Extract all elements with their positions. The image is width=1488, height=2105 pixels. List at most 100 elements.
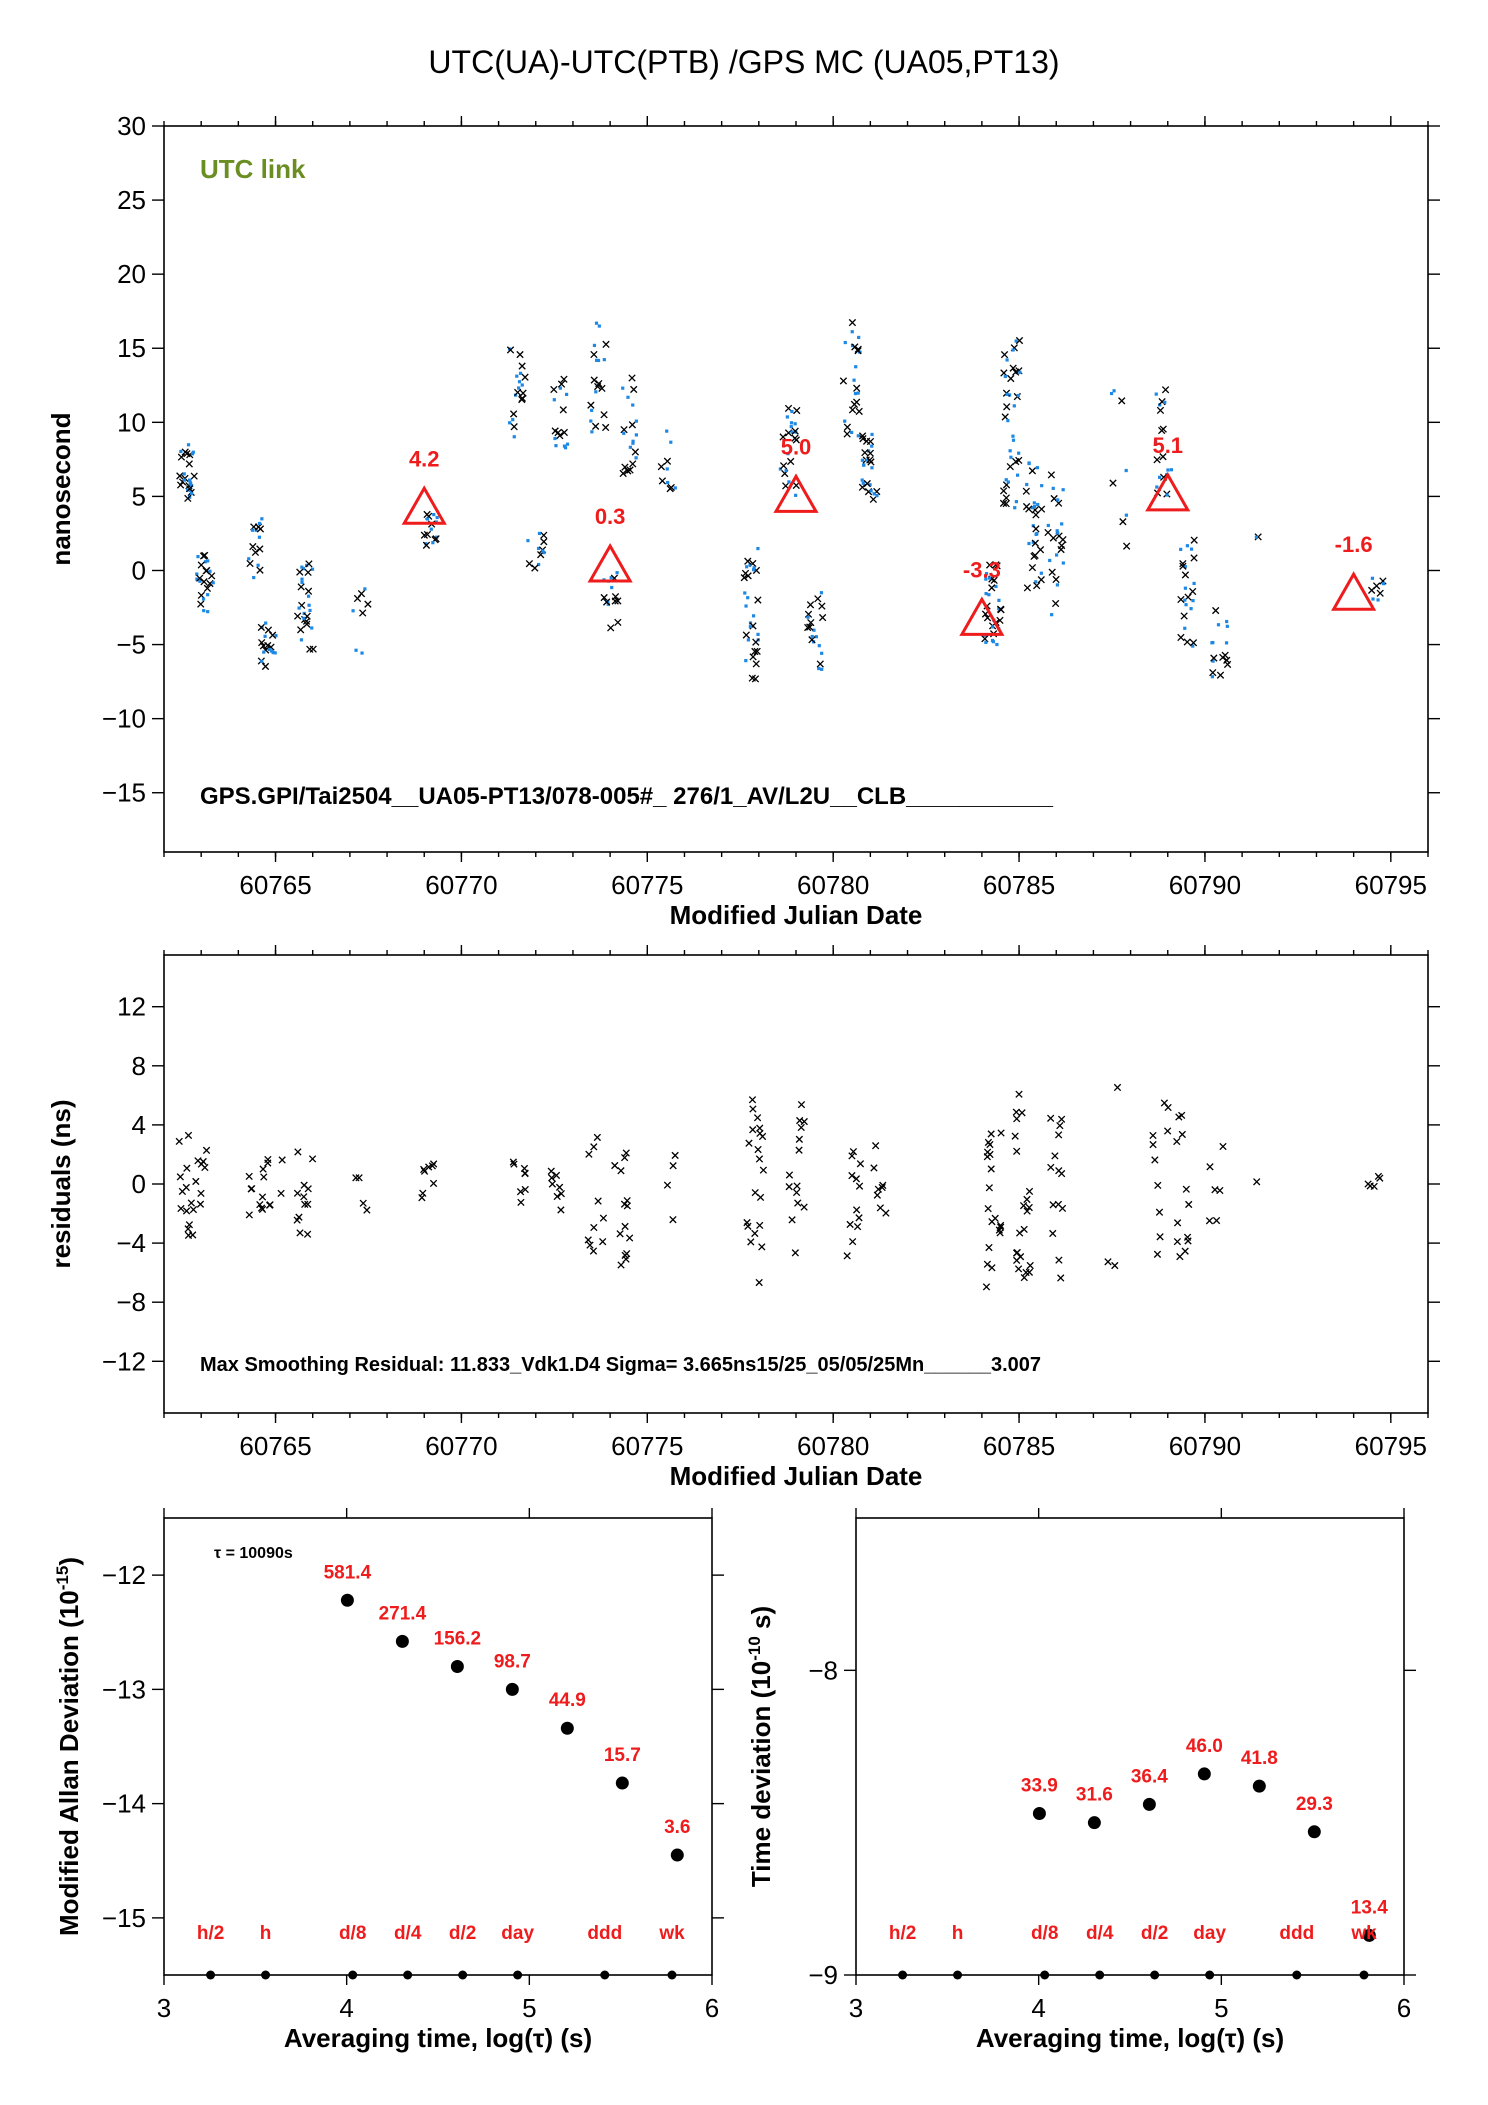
main-point-cross [1181, 571, 1190, 579]
main-point-dot [1155, 485, 1159, 489]
residual-point [548, 1180, 557, 1188]
residual-point [756, 1221, 764, 1230]
main-point-cross [866, 437, 875, 446]
tdev-x-axis-title: Averaging time, log(τ) (s) [976, 2023, 1284, 2053]
main-point-cross [787, 457, 795, 466]
tdev-tau-marker [1095, 1970, 1105, 1980]
residual-point [552, 1171, 561, 1180]
residual-point [747, 1238, 755, 1246]
residual-point [848, 1171, 856, 1180]
main-point-dot [861, 481, 865, 485]
main-point-dot [536, 546, 541, 551]
tdev-point-label: 41.8 [1241, 1748, 1278, 1769]
main-point-cross [843, 430, 851, 438]
mdev-point [505, 1682, 519, 1696]
mdev-point-label: 15.7 [604, 1745, 641, 1766]
main-point-cross [264, 626, 273, 634]
residual-point [1149, 1131, 1157, 1140]
residual-point [1047, 1163, 1055, 1172]
main-point-cross [1376, 589, 1384, 597]
residual-point [1173, 1137, 1181, 1146]
residuals-y-tick-label: −4 [116, 1228, 146, 1258]
main-x-tick-label: 60775 [611, 870, 683, 900]
tdev-tau-markers: h/2 h d/8 d/4 d/2 day ddd wk [889, 1923, 1377, 1980]
main-point-dot [794, 493, 798, 497]
residual-point [611, 1161, 619, 1170]
main-y-tick-label: 30 [117, 111, 146, 141]
residual-point [856, 1160, 865, 1168]
main-point-dot [984, 572, 989, 576]
main-point-dot [860, 458, 865, 462]
main-point-dot [744, 659, 748, 663]
main-point-dot [198, 579, 202, 583]
main-point-dot [297, 606, 301, 610]
mdev-y-tick-label: −13 [102, 1674, 146, 1704]
residual-point [984, 1204, 992, 1213]
main-point-dot [1032, 505, 1037, 509]
residual-point [876, 1204, 885, 1212]
main-y-tick-label: −5 [116, 630, 146, 660]
main-point-cross [305, 560, 313, 568]
main-point-dot [790, 430, 794, 434]
main-point-dot [814, 635, 818, 639]
main-point-dot [1048, 558, 1052, 563]
main-point-dot [743, 591, 747, 595]
main-axes: 60765 60770 60775 60780 60785 60790 60795 −15 −1… [46, 111, 1440, 930]
residuals-x-tick-label: 60765 [239, 1431, 311, 1461]
tdev-point-label: 29.3 [1296, 1794, 1333, 1815]
main-point-cross [598, 384, 606, 393]
main-y-tick-label: 0 [132, 555, 146, 585]
residual-point [257, 1204, 266, 1212]
main-point-dot [785, 415, 789, 419]
main-point-dot [817, 644, 821, 648]
main-point-cross [793, 406, 801, 415]
main-point-dot [190, 483, 194, 488]
main-point-dot [1183, 598, 1187, 602]
residual-point [301, 1200, 309, 1208]
residual-point [521, 1185, 529, 1194]
main-point-cross [357, 590, 366, 598]
residual-point [177, 1204, 185, 1213]
main-point-dot [187, 478, 192, 482]
tdev-point [1142, 1797, 1156, 1811]
main-point-dot [1210, 675, 1214, 679]
main-point-dot [745, 565, 749, 569]
main-point-cross [201, 551, 209, 560]
main-point-dot [746, 596, 750, 600]
main-point-cross [177, 453, 186, 461]
main-point-cross [309, 645, 317, 653]
main-point-cross [521, 373, 529, 381]
main-x-tick-label: 60785 [983, 870, 1055, 900]
residual-point [1111, 1261, 1119, 1270]
main-point-cross [525, 560, 534, 568]
residual-data-points [175, 1083, 1384, 1291]
residual-point [185, 1221, 194, 1229]
main-point-dot [790, 409, 794, 414]
main-point-dot [631, 441, 635, 445]
residual-point [178, 1187, 187, 1196]
triangle-marker [959, 596, 1005, 636]
main-point-dot [206, 610, 210, 614]
main-point-dot [778, 467, 782, 471]
main-point-dot [537, 562, 541, 567]
triangle-marker [1331, 571, 1377, 611]
main-point-dot [262, 650, 266, 654]
residual-point [986, 1140, 994, 1149]
residual-point [187, 1199, 196, 1207]
main-point-dot [594, 390, 598, 394]
residual-point [1181, 1247, 1189, 1255]
main-point-dot [263, 634, 267, 638]
residual-point [855, 1214, 863, 1222]
main-point-dot [254, 528, 258, 532]
main-point-dot [182, 472, 186, 476]
main-point-dot [186, 443, 191, 447]
main-point-cross [1190, 536, 1198, 544]
main-point-cross [626, 466, 634, 474]
residual-point [1164, 1103, 1172, 1112]
main-point-cross [620, 425, 628, 434]
main-point-cross [1179, 562, 1187, 570]
residual-point [589, 1247, 598, 1255]
main-point-dot [609, 576, 613, 580]
residual-point [599, 1214, 608, 1222]
triangle-marker [1145, 471, 1191, 512]
